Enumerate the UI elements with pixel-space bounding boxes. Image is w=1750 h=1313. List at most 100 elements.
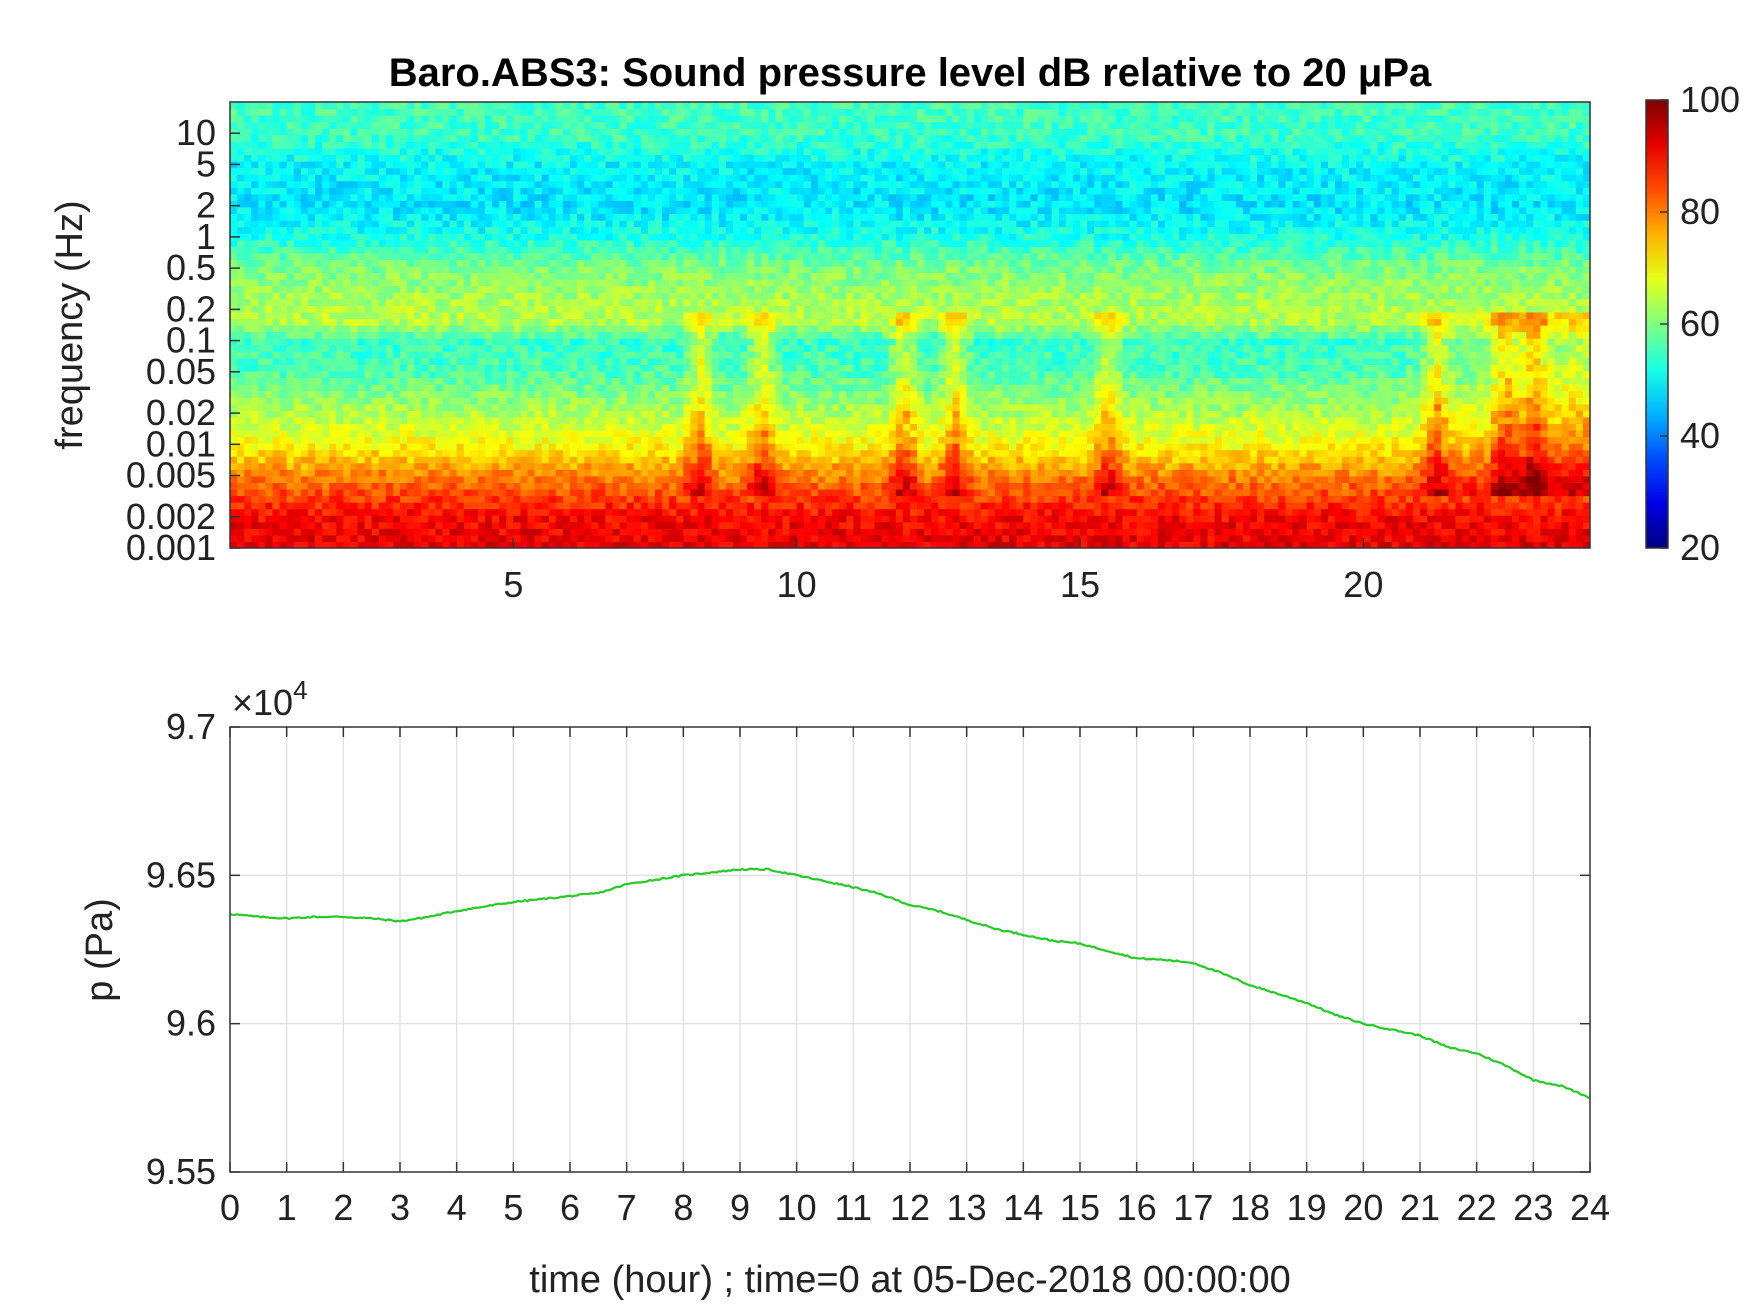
spectrogram-cell [683,233,692,241]
spectrogram-cell [463,161,472,169]
spectrogram-cell [570,521,578,529]
spectrogram-cell [286,528,295,536]
spectrogram-cell [428,377,437,385]
spectrogram-cell [562,338,571,346]
spectrogram-cell [428,370,437,379]
spectrogram-cell [449,357,458,365]
spectrogram-cell [732,462,741,470]
spectrogram-cell [633,285,642,293]
spectrogram-cell [286,292,295,300]
spectrogram-cell [732,456,741,464]
spectrogram-cell [499,272,507,280]
spectrogram-cell [279,429,288,438]
spectrogram-cell [258,515,267,523]
spectrogram-cell [251,469,259,477]
spectrogram-cell [442,213,451,221]
spectrogram-cell [655,541,663,548]
spectrogram-cell [570,436,578,444]
spectrogram-cell [747,397,755,405]
spectrogram-cell [364,377,373,385]
spectrogram-cell [371,102,380,110]
spectrogram-cell [683,259,692,267]
spectrogram-cell [300,318,309,326]
spectrogram-cell [286,475,295,484]
spectrogram-cell [605,298,614,306]
spectrogram-cell [230,462,238,470]
spectrogram-cell [725,206,734,215]
spectrogram-cell [400,161,408,169]
spectrogram-cell [414,200,422,208]
spectrogram-cell [442,187,451,195]
spectrogram-cell [428,364,437,372]
spectrogram-cell [244,429,252,438]
spectrogram-cell [676,206,684,215]
spectrogram-cell [244,436,252,444]
spectrogram-cell [428,344,437,352]
spectrogram-cell [378,206,387,215]
spectrogram-cell [548,108,557,116]
spectrogram-cell [407,134,415,142]
spectrogram-cell [605,397,614,405]
spectrogram-cell [591,482,599,490]
spectrogram-cell [725,515,734,523]
spectrogram-cell [385,416,394,424]
spectrogram-cell [499,200,507,208]
spectrogram-cell [442,298,451,306]
spectrogram-cell [711,206,720,215]
spectrogram-cell [704,508,713,516]
spectrogram-cell [315,351,323,359]
spectrogram-cell [676,311,684,320]
spectrogram-cell [513,384,522,392]
spectrogram-cell [385,115,394,123]
spectrogram-cell [392,121,401,129]
spectrogram-cell [598,141,607,149]
spectrogram-cell [598,279,607,287]
spectrogram-cell [265,206,274,215]
spectrogram-cell [584,390,592,398]
spectrogram-cell [513,403,522,411]
spectrogram-cell [470,128,479,136]
spectrogram-cell [548,154,557,162]
spectrogram-cell [655,397,663,405]
spectrogram-cell [676,259,684,267]
spectrogram-cell [492,226,500,234]
spectrogram-cell [718,292,727,300]
spectrogram-cell [626,200,635,208]
spectrogram-cell [662,331,670,339]
spectrogram-cell [499,108,507,116]
spectrogram-cell [584,534,592,543]
spectrogram-cell [300,292,309,300]
spectrogram-cell [506,403,514,411]
spectrogram-cell [732,403,741,411]
spectrogram-cell [527,154,536,162]
spectrogram-cell [640,311,649,320]
spectrogram-cell [598,292,607,300]
spectrogram-cell [421,134,429,142]
spectrogram-cell [520,239,529,247]
spectrogram-cell [435,115,444,123]
spectrogram-cell [307,121,316,129]
spectrogram-cell [591,423,599,431]
spectrogram-cell [272,246,281,254]
spectrogram-cell [548,495,557,503]
spectrogram-cell [499,390,507,398]
spectrogram-cell [407,200,415,208]
spectrogram-cell [357,403,366,411]
spectrogram-cell [647,102,656,110]
spectrogram-cell [676,456,684,464]
spectrogram-cell [562,161,571,169]
spectrogram-cell [371,488,380,497]
spectrogram-cell [577,475,585,484]
spectrogram-cell [704,357,713,365]
spectrogram-cell [371,364,380,372]
spectrogram-cell [570,252,578,261]
spectrogram-cell [520,397,529,405]
spectrogram-cell [371,534,380,543]
spectrogram-cell [499,508,507,516]
spectrogram-cell [612,174,621,182]
spectrogram-cell [683,292,692,300]
spectrogram-cell [456,239,465,247]
spectrogram-cell [293,213,302,221]
spectrogram-cell [655,102,663,110]
spectrogram-cell [520,233,529,241]
